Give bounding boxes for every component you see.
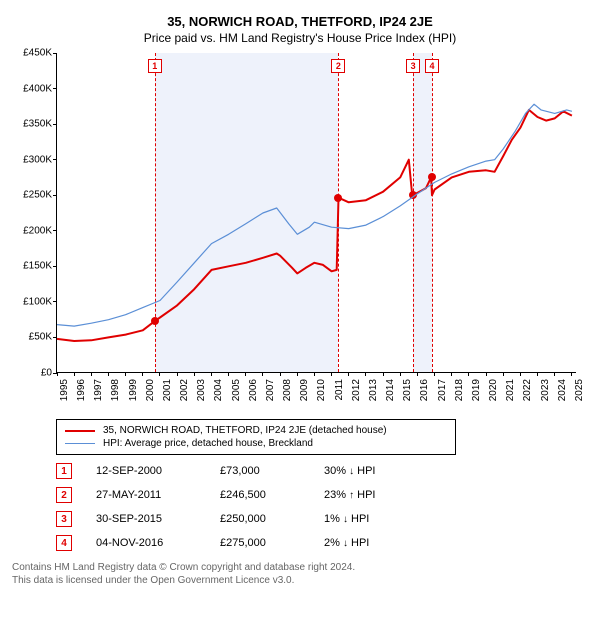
x-tick-label: 2014	[385, 379, 396, 401]
legend-label: HPI: Average price, detached house, Brec…	[103, 438, 313, 449]
legend-label: 35, NORWICH ROAD, THETFORD, IP24 2JE (de…	[103, 425, 387, 436]
x-tick-label: 2007	[265, 379, 276, 401]
x-tick-label: 2020	[488, 379, 499, 401]
x-tick-label: 2016	[419, 379, 430, 401]
event-table: 1 12-SEP-2000 £73,000 30% ↓ HPI 2 27-MAY-2011…	[56, 459, 516, 555]
x-tick-label: 2009	[299, 379, 310, 401]
event-number: 3	[56, 511, 72, 527]
event-number: 2	[56, 487, 72, 503]
x-tick-label: 2003	[196, 379, 207, 401]
x-tick-label: 2022	[522, 379, 533, 401]
legend: 35, NORWICH ROAD, THETFORD, IP24 2JE (de…	[56, 419, 456, 455]
x-axis-labels: 1995 1996 1997 1998 1999 2000 2001 2002 2003 2004…	[56, 375, 576, 413]
legend-row: HPI: Average price, detached house, Brec…	[65, 437, 447, 450]
x-tick-label: 2021	[505, 379, 516, 401]
y-tick-label: £250K	[23, 190, 52, 201]
event-row: 2 27-MAY-2011 £246,500 23% ↑ HPI	[56, 483, 516, 507]
plot-area: 1234	[56, 53, 576, 373]
page-title: 35, NORWICH ROAD, THETFORD, IP24 2JE	[12, 14, 588, 29]
x-tick-label: 1999	[128, 379, 139, 401]
x-tick-label: 2023	[540, 379, 551, 401]
event-percent: 23% ↑ HPI	[324, 489, 414, 501]
x-tick-label: 2005	[231, 379, 242, 401]
x-tick-label: 2019	[471, 379, 482, 401]
event-percent: 1% ↓ HPI	[324, 513, 414, 525]
x-tick-label: 2015	[402, 379, 413, 401]
event-percent: 2% ↓ HPI	[324, 537, 414, 549]
y-tick-label: £400K	[23, 83, 52, 94]
legend-swatch	[65, 443, 95, 444]
y-tick-label: £300K	[23, 154, 52, 165]
x-tick-label: 2024	[557, 379, 568, 401]
footer: Contains HM Land Registry data © Crown c…	[12, 561, 588, 587]
y-tick-label: £0	[41, 368, 52, 379]
x-tick-label: 2025	[574, 379, 585, 401]
x-tick-label: 2004	[213, 379, 224, 401]
x-tick-label: 2017	[437, 379, 448, 401]
event-row: 3 30-SEP-2015 £250,000 1% ↓ HPI	[56, 507, 516, 531]
y-tick-label: £50K	[29, 332, 52, 343]
x-tick-label: 2011	[334, 379, 345, 401]
x-tick-label: 1996	[76, 379, 87, 401]
x-tick-label: 1998	[110, 379, 121, 401]
event-row: 4 04-NOV-2016 £275,000 2% ↓ HPI	[56, 531, 516, 555]
legend-swatch	[65, 430, 95, 432]
series-line	[57, 104, 572, 326]
event-number: 4	[56, 535, 72, 551]
x-tick-label: 1995	[59, 379, 70, 401]
legend-row: 35, NORWICH ROAD, THETFORD, IP24 2JE (de…	[65, 424, 447, 437]
x-tick-label: 2002	[179, 379, 190, 401]
x-tick-label: 2012	[351, 379, 362, 401]
event-price: £73,000	[220, 465, 300, 477]
event-number: 1	[56, 463, 72, 479]
x-tick-label: 2001	[162, 379, 173, 401]
footer-line: Contains HM Land Registry data © Crown c…	[12, 561, 588, 574]
x-tick-label: 2006	[248, 379, 259, 401]
event-price: £246,500	[220, 489, 300, 501]
event-price: £250,000	[220, 513, 300, 525]
event-row: 1 12-SEP-2000 £73,000 30% ↓ HPI	[56, 459, 516, 483]
x-tick-label: 2013	[368, 379, 379, 401]
x-tick-label: 2000	[145, 379, 156, 401]
x-tick-label: 2008	[282, 379, 293, 401]
x-tick-label: 2018	[454, 379, 465, 401]
y-tick-label: £150K	[23, 261, 52, 272]
y-tick-label: £100K	[23, 296, 52, 307]
series-line	[57, 110, 572, 341]
event-percent: 30% ↓ HPI	[324, 465, 414, 477]
event-date: 04-NOV-2016	[96, 537, 196, 549]
y-tick-label: £450K	[23, 48, 52, 59]
footer-line: This data is licensed under the Open Gov…	[12, 574, 588, 587]
y-tick-label: £200K	[23, 225, 52, 236]
x-tick-label: 1997	[93, 379, 104, 401]
event-price: £275,000	[220, 537, 300, 549]
y-tick-label: £350K	[23, 119, 52, 130]
event-date: 30-SEP-2015	[96, 513, 196, 525]
page-subtitle: Price paid vs. HM Land Registry's House …	[12, 31, 588, 45]
price-chart: £0 £50K £100K £150K £200K £250K £300K £350K £400…	[12, 53, 588, 413]
event-date: 27-MAY-2011	[96, 489, 196, 501]
x-tick-label: 2010	[316, 379, 327, 401]
event-date: 12-SEP-2000	[96, 465, 196, 477]
y-axis-labels: £0£50K£100K£150K£200K£250K£300K£350K£400…	[12, 53, 56, 373]
